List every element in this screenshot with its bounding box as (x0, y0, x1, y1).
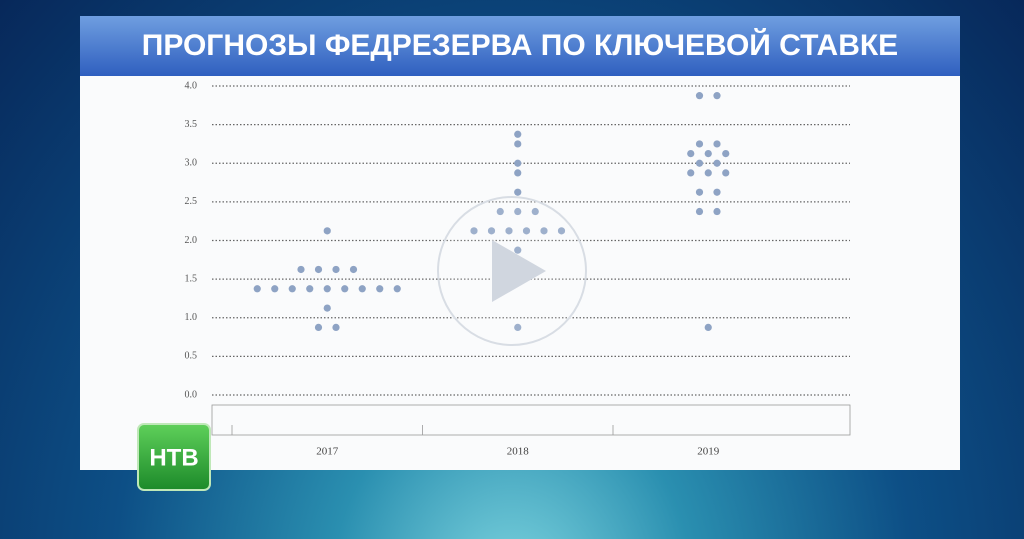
title-bar (80, 16, 960, 76)
dot (531, 207, 539, 216)
dot (713, 92, 721, 100)
dot (695, 207, 704, 216)
dot (314, 323, 323, 332)
dot (297, 265, 305, 274)
dot (722, 169, 730, 177)
y-tick-label: 1.0 (185, 312, 198, 323)
dot (695, 159, 704, 167)
dot (514, 246, 522, 254)
dot (314, 265, 323, 274)
x-tick-label: 2019 (697, 446, 720, 458)
y-tick-label: 3.0 (185, 158, 198, 169)
dot (722, 149, 730, 158)
dot (704, 149, 712, 158)
y-tick-label: 0.0 (185, 389, 198, 400)
dot (323, 227, 331, 235)
dot (713, 207, 721, 216)
dot (341, 285, 349, 293)
dot (687, 149, 695, 158)
play-icon (492, 240, 546, 302)
dot (306, 285, 314, 293)
dot (253, 285, 261, 293)
dot (323, 304, 331, 312)
dot (514, 169, 522, 177)
dot (288, 285, 296, 293)
dot (332, 323, 340, 332)
dot (393, 285, 401, 293)
plot: 0.0 0.5 1.0 1.5 2.0 2.5 3.0 3.5 4.0 2017 2018 2019 (185, 80, 850, 458)
y-tick-label: 2.0 (185, 235, 198, 246)
dot (522, 227, 531, 235)
dot (514, 140, 522, 148)
dot (695, 140, 704, 148)
x-axis-box (211, 404, 851, 436)
dot (514, 159, 522, 167)
dot (713, 140, 721, 148)
dot (704, 323, 712, 332)
dot (349, 265, 358, 274)
dot (332, 265, 340, 274)
dot (514, 130, 522, 138)
dot (695, 92, 704, 100)
dot (514, 207, 522, 216)
dot (540, 227, 548, 235)
x-tick-label: 2017 (316, 446, 339, 458)
dot (358, 285, 366, 293)
dot (704, 169, 712, 177)
dot (470, 227, 478, 235)
dot (514, 188, 522, 196)
dot (271, 285, 279, 293)
dot (557, 227, 566, 235)
dot (323, 285, 331, 293)
dot (487, 227, 496, 235)
dot (376, 285, 384, 293)
logo: НТВ (149, 444, 198, 471)
x-tick-label: 2018 (507, 446, 530, 458)
dot (695, 188, 704, 196)
dot (713, 159, 721, 167)
y-tick-label: 3.5 (185, 119, 198, 130)
dot (505, 227, 513, 235)
y-tick-label: 4.0 (185, 80, 198, 91)
dot (514, 323, 522, 332)
dot (496, 207, 504, 216)
chart-title: ПРОГНОЗЫ ФЕДРЕЗЕРВА ПО КЛЮЧЕВОЙ СТАВКЕ (142, 28, 898, 62)
y-tick-label: 1.5 (185, 273, 198, 284)
y-tick-label: 0.5 (185, 351, 198, 362)
logo-badge (137, 423, 211, 491)
dot (713, 188, 721, 196)
dot (687, 169, 695, 177)
y-tick-label: 2.5 (185, 196, 198, 207)
